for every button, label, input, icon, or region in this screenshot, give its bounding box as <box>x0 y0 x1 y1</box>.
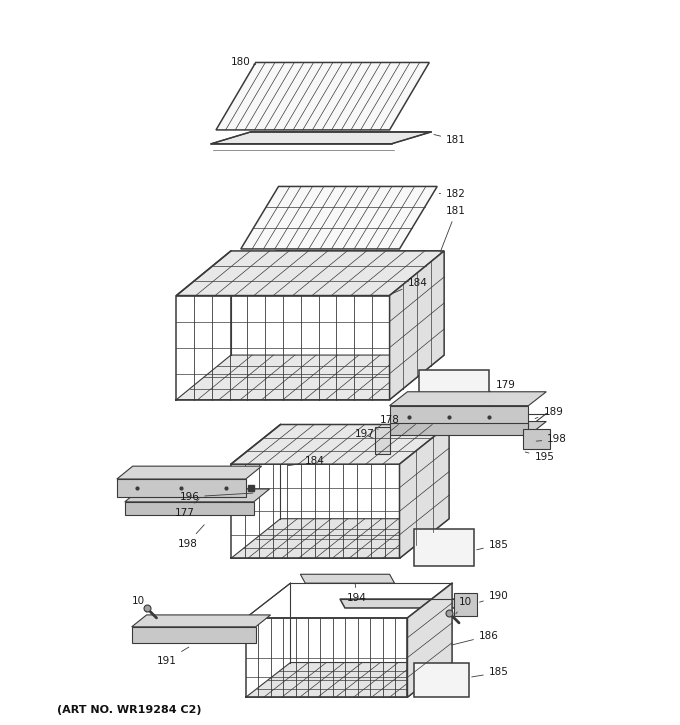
Polygon shape <box>400 425 449 558</box>
Text: 189: 189 <box>535 407 563 418</box>
Polygon shape <box>124 502 254 515</box>
Polygon shape <box>245 663 452 697</box>
Polygon shape <box>176 251 444 296</box>
Text: 185: 185 <box>477 539 509 550</box>
Polygon shape <box>132 615 271 627</box>
Polygon shape <box>241 186 437 249</box>
Polygon shape <box>375 428 390 455</box>
Text: 182: 182 <box>439 189 466 199</box>
Polygon shape <box>524 429 550 450</box>
Text: 10: 10 <box>456 597 472 614</box>
Text: 178: 178 <box>377 415 400 429</box>
Text: 180: 180 <box>231 57 256 67</box>
Text: 185: 185 <box>472 668 509 677</box>
Polygon shape <box>414 529 474 566</box>
Polygon shape <box>414 663 469 697</box>
Polygon shape <box>124 489 269 502</box>
Polygon shape <box>420 370 489 410</box>
Text: 179: 179 <box>489 380 515 392</box>
Polygon shape <box>301 574 394 583</box>
Text: 181: 181 <box>440 206 466 252</box>
Text: 191: 191 <box>156 647 189 666</box>
Text: (ART NO. WR19284 C2): (ART NO. WR19284 C2) <box>57 705 202 715</box>
Text: 190: 190 <box>479 591 509 602</box>
Text: 198: 198 <box>536 434 567 444</box>
Text: 177: 177 <box>174 499 199 518</box>
Polygon shape <box>216 62 429 130</box>
Polygon shape <box>390 406 528 428</box>
Text: 181: 181 <box>434 135 466 145</box>
Text: 184: 184 <box>288 456 325 466</box>
Text: 194: 194 <box>347 584 367 603</box>
Polygon shape <box>117 466 262 479</box>
Polygon shape <box>231 518 449 558</box>
Polygon shape <box>239 251 439 263</box>
Text: 10: 10 <box>132 596 147 612</box>
Text: 198: 198 <box>177 525 204 549</box>
Polygon shape <box>390 392 546 406</box>
Text: 197: 197 <box>355 429 375 439</box>
Text: 195: 195 <box>525 452 554 463</box>
Polygon shape <box>176 355 444 399</box>
Polygon shape <box>407 583 452 697</box>
Polygon shape <box>390 421 546 436</box>
Polygon shape <box>211 132 431 144</box>
Polygon shape <box>117 479 245 497</box>
Polygon shape <box>390 423 528 436</box>
Text: 196: 196 <box>180 492 253 502</box>
Polygon shape <box>390 251 444 399</box>
Text: 186: 186 <box>452 631 498 645</box>
Polygon shape <box>132 627 256 642</box>
Polygon shape <box>454 593 477 616</box>
Polygon shape <box>231 425 449 464</box>
Text: 184: 184 <box>390 278 427 294</box>
Polygon shape <box>340 599 464 608</box>
